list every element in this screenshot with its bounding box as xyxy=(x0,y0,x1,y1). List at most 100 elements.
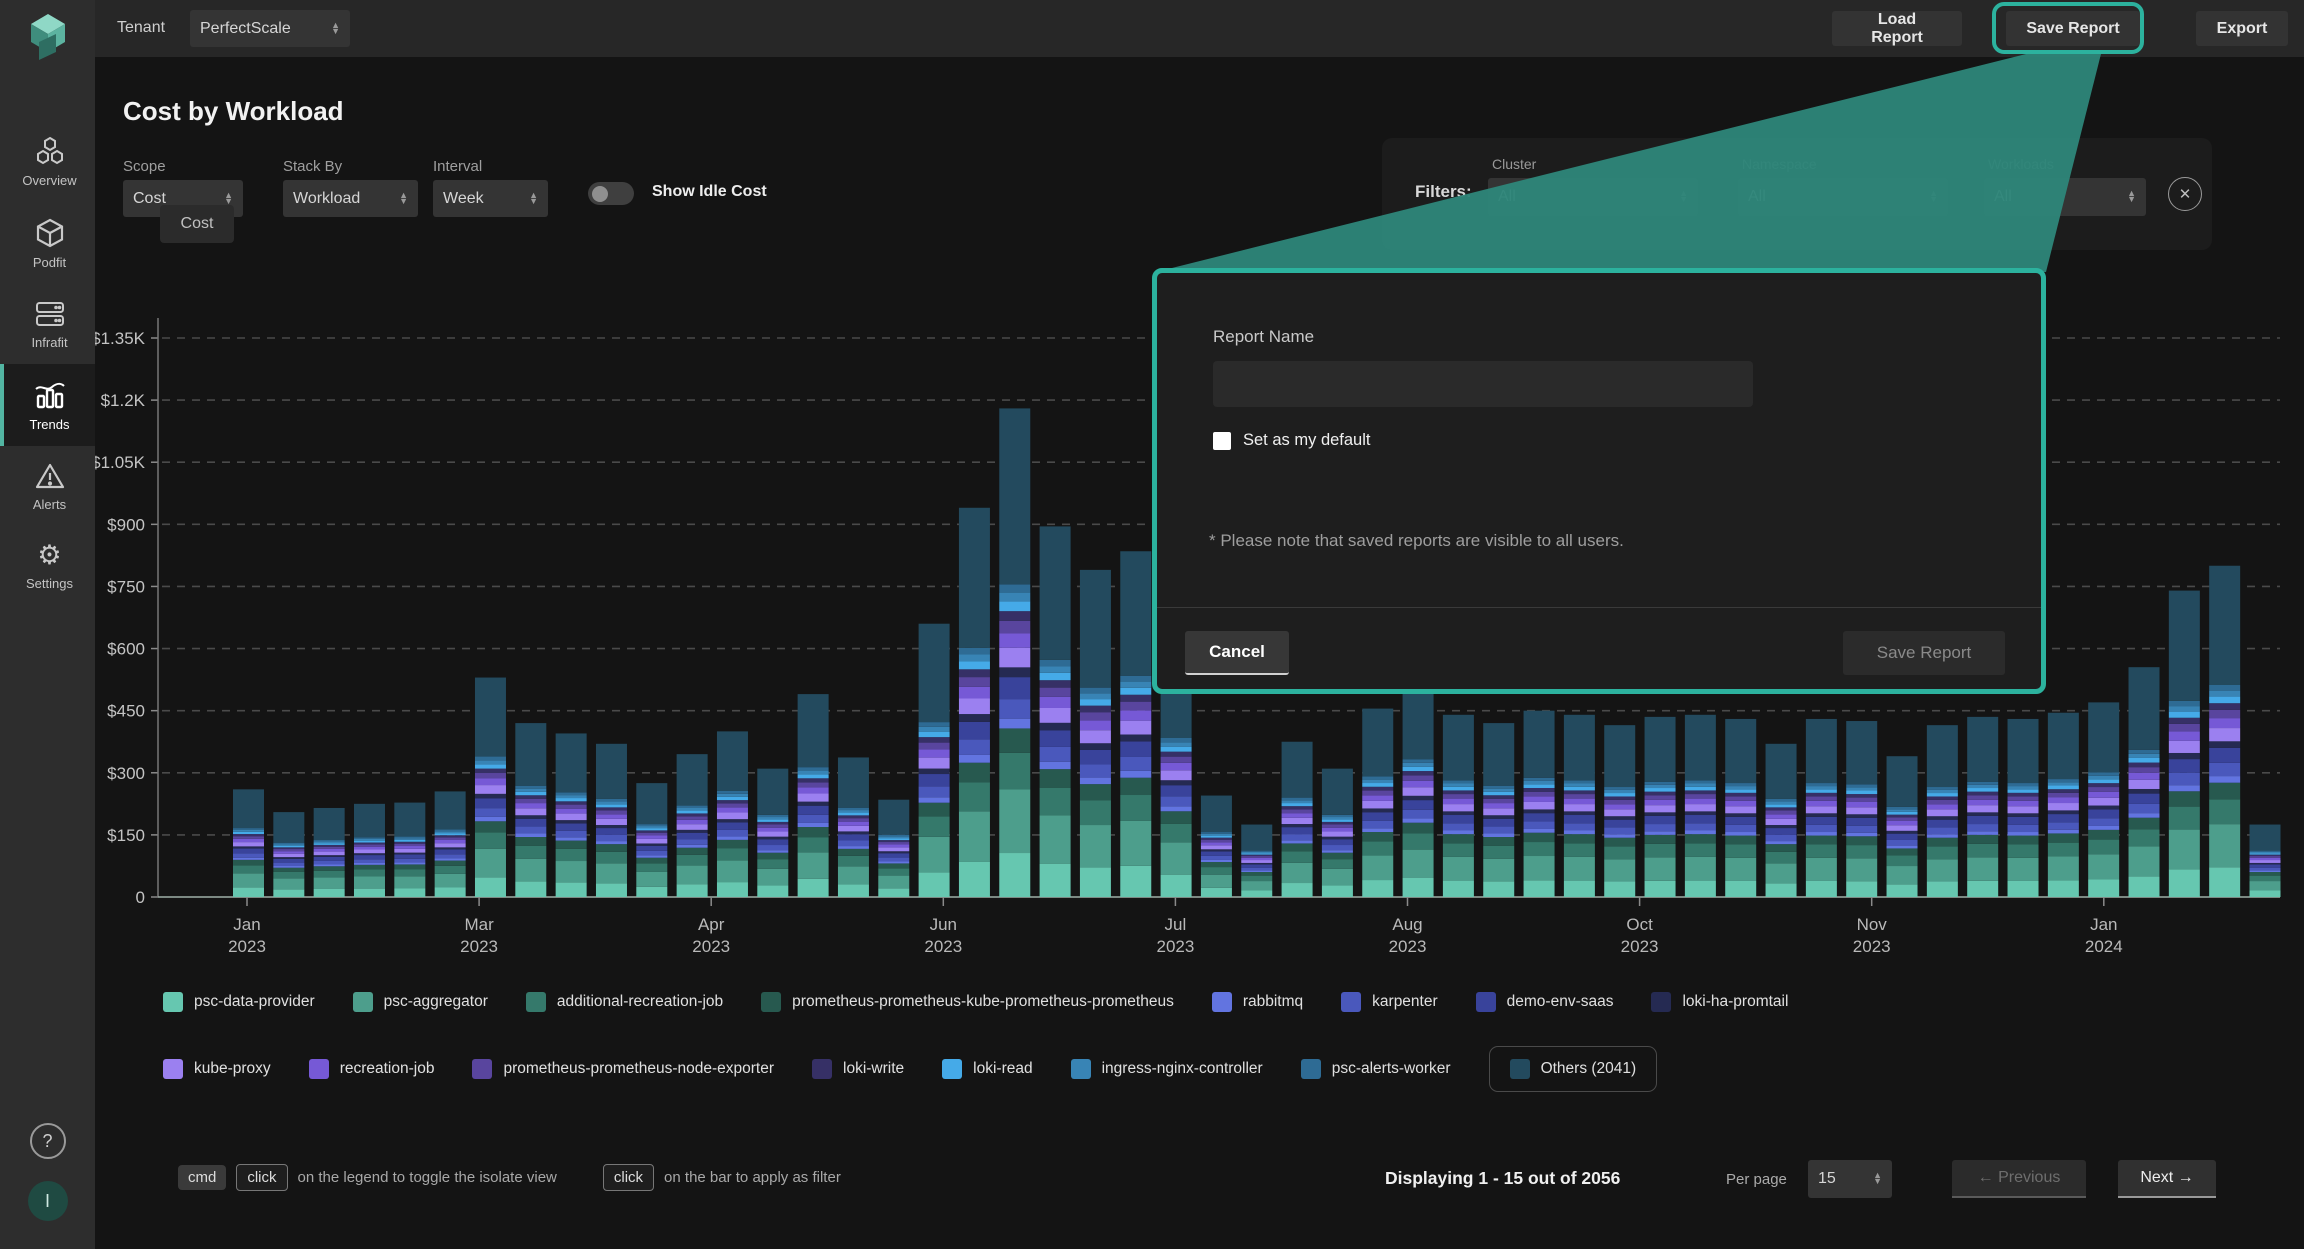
bar-segment[interactable] xyxy=(1644,784,1676,789)
bar-segment[interactable] xyxy=(1039,666,1071,673)
bar-segment[interactable] xyxy=(273,851,305,854)
bar-segment[interactable] xyxy=(2249,851,2281,854)
bar-segment[interactable] xyxy=(918,872,950,897)
bar-segment[interactable] xyxy=(555,882,587,897)
bar-segment[interactable] xyxy=(1039,769,1071,788)
bar-segment[interactable] xyxy=(1241,853,1273,855)
bar-segment[interactable] xyxy=(313,848,345,852)
bar-segment[interactable] xyxy=(1725,844,1757,858)
bar-segment[interactable] xyxy=(353,849,385,854)
bar-segment[interactable] xyxy=(878,840,910,843)
bar-segment[interactable] xyxy=(958,762,990,783)
bar-segment[interactable] xyxy=(595,828,627,835)
bar-segment[interactable] xyxy=(1483,858,1515,882)
bar-segment[interactable] xyxy=(716,800,748,804)
bar-segment[interactable] xyxy=(757,821,789,825)
bar-segment[interactable] xyxy=(1765,828,1797,835)
bar-segment[interactable] xyxy=(1523,809,1555,814)
bar-segment[interactable] xyxy=(1563,783,1595,787)
bar-segment[interactable] xyxy=(1200,855,1232,860)
bar-segment[interactable] xyxy=(595,818,627,825)
bar-segment[interactable] xyxy=(353,840,385,843)
bar-segment[interactable] xyxy=(515,808,547,816)
bar-segment[interactable] xyxy=(555,823,587,831)
bar-segment[interactable] xyxy=(595,851,627,864)
bar-segment[interactable] xyxy=(2168,717,2200,724)
bar-segment[interactable] xyxy=(1483,791,1515,796)
bar-segment[interactable] xyxy=(716,860,748,883)
bar-segment[interactable] xyxy=(233,838,264,843)
bar-segment[interactable] xyxy=(515,785,547,789)
bar-segment[interactable] xyxy=(394,839,426,842)
bar-segment[interactable] xyxy=(2088,775,2120,780)
bar-segment[interactable] xyxy=(1725,796,1757,801)
bar-segment[interactable] xyxy=(2168,829,2200,870)
bar-segment[interactable] xyxy=(2007,792,2039,797)
bar-segment[interactable] xyxy=(595,798,627,802)
sidebar-item-settings[interactable]: ⚙ Settings xyxy=(0,526,95,605)
bar-segment[interactable] xyxy=(1483,818,1515,827)
bar-segment[interactable] xyxy=(2088,805,2120,810)
bar-segment[interactable] xyxy=(999,584,1031,593)
bar-segment[interactable] xyxy=(837,834,869,841)
bar-segment[interactable] xyxy=(1765,801,1797,805)
bar-segment[interactable] xyxy=(2047,880,2079,897)
bar-segment[interactable] xyxy=(1281,824,1313,828)
bar-segment[interactable] xyxy=(1563,780,1595,784)
bar-segment[interactable] xyxy=(2249,856,2281,858)
bar-segment[interactable] xyxy=(2209,696,2241,704)
bar-segment[interactable] xyxy=(1362,820,1394,829)
bar-segment[interactable] xyxy=(1886,809,1918,812)
bar-segment[interactable] xyxy=(233,859,264,866)
bar-segment[interactable] xyxy=(2249,890,2281,897)
cost-by-workload-chart[interactable]: $1.35K $1.2K $1.05K $900 $750 $600 $450 $300 $15… xyxy=(0,0,2304,980)
bar-segment[interactable] xyxy=(474,764,506,769)
bar-segment[interactable] xyxy=(1362,855,1394,881)
bar-segment[interactable] xyxy=(1120,551,1152,676)
bar-segment[interactable] xyxy=(434,839,466,844)
bar-segment[interactable] xyxy=(313,855,345,857)
bar-segment[interactable] xyxy=(1725,813,1757,817)
bar-segment[interactable] xyxy=(878,857,910,862)
bar-segment[interactable] xyxy=(434,835,466,838)
bar-segment[interactable] xyxy=(1523,801,1555,810)
bar-segment[interactable] xyxy=(2249,860,2281,863)
namespace-filter-select[interactable]: All ▲ ▼ xyxy=(1738,178,1948,216)
bar-segment[interactable] xyxy=(2168,806,2200,830)
bar-segment[interactable] xyxy=(555,808,587,814)
bar-segment[interactable] xyxy=(757,819,789,822)
bar-segment[interactable] xyxy=(2128,817,2160,830)
bar-segment[interactable] xyxy=(515,858,547,882)
bar-segment[interactable] xyxy=(676,824,708,830)
bar-segment[interactable] xyxy=(595,743,627,799)
bar-segment[interactable] xyxy=(878,863,910,869)
bar-segment[interactable] xyxy=(837,840,869,847)
bar-segment[interactable] xyxy=(1886,845,1918,849)
bar-segment[interactable] xyxy=(1523,710,1555,778)
legend-item-prometheus-prometheus-node-exporter[interactable]: prometheus-prometheus-node-exporter xyxy=(472,1059,774,1079)
bar-segment[interactable] xyxy=(2128,876,2160,897)
bar-segment[interactable] xyxy=(2047,803,2079,811)
bar-segment[interactable] xyxy=(595,814,627,819)
bar-segment[interactable] xyxy=(1604,881,1636,897)
bar-segment[interactable] xyxy=(1039,787,1071,816)
bar-segment[interactable] xyxy=(1362,832,1394,842)
bar-segment[interactable] xyxy=(233,789,264,829)
bar-segment[interactable] xyxy=(1523,777,1555,781)
bar-segment[interactable] xyxy=(273,878,305,890)
bar-segment[interactable] xyxy=(1483,803,1515,809)
bar-segment[interactable] xyxy=(353,842,385,845)
bar-segment[interactable] xyxy=(394,869,426,877)
bar-segment[interactable] xyxy=(918,797,950,803)
bar-segment[interactable] xyxy=(837,866,869,885)
bar-segment[interactable] xyxy=(515,833,547,838)
bar-segment[interactable] xyxy=(394,852,426,855)
bar-segment[interactable] xyxy=(1684,783,1716,787)
bar-segment[interactable] xyxy=(1684,804,1716,812)
bar-segment[interactable] xyxy=(1120,675,1152,682)
bar-segment[interactable] xyxy=(1644,799,1676,806)
bar-segment[interactable] xyxy=(1362,841,1394,856)
bar-segment[interactable] xyxy=(1483,881,1515,897)
bar-segment[interactable] xyxy=(595,810,627,815)
bar-segment[interactable] xyxy=(595,804,627,808)
